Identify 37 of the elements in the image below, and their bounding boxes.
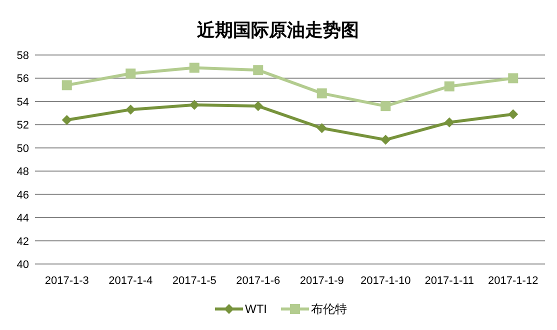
x-tick-label: 2017-1-11	[424, 275, 474, 287]
point	[444, 81, 454, 92]
point	[189, 100, 200, 110]
x-tick-label: 2017-1-5	[172, 275, 216, 287]
point	[316, 88, 327, 98]
y-tick-label: 52	[16, 120, 29, 132]
point	[189, 62, 200, 73]
x-tick-label: 2017-1-4	[108, 275, 153, 287]
y-tick-label: 48	[16, 166, 29, 178]
point	[126, 68, 136, 79]
point	[62, 115, 72, 126]
y-tick-label: 58	[16, 50, 29, 62]
point	[253, 65, 264, 76]
y-tick-label: 40	[16, 259, 29, 271]
point	[126, 104, 136, 115]
y-tick-label: 44	[16, 212, 29, 225]
point	[444, 117, 454, 128]
point	[253, 101, 264, 112]
y-tick-label: 56	[16, 73, 29, 86]
y-tick-label: 54	[16, 96, 29, 108]
point	[380, 101, 391, 112]
point	[316, 123, 327, 134]
x-tick-label: 2017-1-6	[236, 275, 280, 287]
y-tick-label: 46	[16, 189, 29, 202]
x-tick-label: 2017-1-12	[488, 275, 538, 287]
point	[380, 134, 391, 145]
point	[62, 80, 72, 90]
legend-label: 布伦特	[311, 302, 347, 316]
x-tick-label: 2017-1-10	[360, 275, 411, 287]
point	[508, 109, 518, 120]
x-tick-label: 2017-1-3	[44, 275, 89, 287]
point	[508, 73, 518, 84]
y-tick-label: 42	[16, 236, 29, 248]
chart-title: 近期国际原油走势图	[196, 20, 359, 40]
x-tick-label: 2017-1-9	[300, 275, 344, 287]
y-tick-label: 50	[16, 142, 29, 155]
legend-label: WTI	[245, 302, 267, 316]
